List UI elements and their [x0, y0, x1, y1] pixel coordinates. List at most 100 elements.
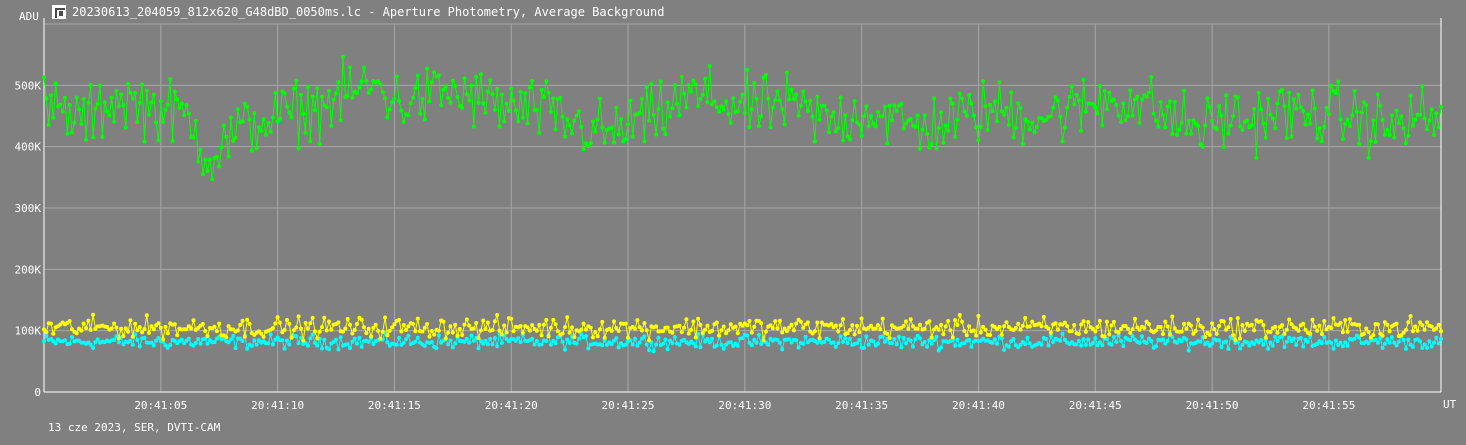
data-point [93, 340, 98, 345]
data-point [112, 337, 117, 342]
data-point [789, 340, 794, 345]
data-point [1039, 116, 1044, 121]
title-bar: 20230613_204059_812x620_G48dBD_0050ms.lc… [52, 3, 664, 21]
data-point [586, 346, 591, 351]
data-point [93, 106, 98, 111]
data-point [841, 138, 845, 143]
data-point [534, 108, 539, 112]
data-point [754, 340, 759, 345]
data-point [467, 98, 472, 103]
data-point [598, 96, 602, 101]
data-point [198, 341, 203, 346]
data-point [476, 100, 481, 105]
data-point [1069, 329, 1074, 334]
data-point [826, 130, 831, 135]
data-point [1284, 136, 1289, 140]
data-point [670, 341, 675, 346]
data-point [539, 342, 544, 347]
data-point [735, 109, 740, 114]
data-point [345, 342, 350, 347]
data-point [1090, 341, 1095, 345]
data-point [460, 105, 465, 110]
data-point [794, 92, 799, 97]
data-point [1062, 320, 1067, 325]
data-point [1238, 346, 1243, 351]
data-point [967, 92, 972, 97]
data-point [1200, 325, 1205, 330]
data-point [247, 321, 252, 326]
data-point [502, 323, 507, 328]
data-point [1083, 343, 1088, 347]
data-point [539, 87, 544, 92]
data-point [228, 337, 233, 342]
data-point [385, 115, 390, 120]
data-point [614, 326, 619, 331]
data-point [899, 345, 904, 350]
data-point [1009, 90, 1014, 95]
data-point [876, 341, 880, 346]
data-point [1090, 102, 1095, 107]
data-point [334, 91, 338, 96]
data-point [1198, 142, 1203, 147]
data-point [983, 327, 988, 332]
data-point [560, 339, 565, 344]
data-point [981, 324, 986, 329]
data-point [158, 99, 163, 104]
data-point [1006, 122, 1011, 127]
data-point [1312, 106, 1317, 111]
data-point [142, 139, 147, 144]
data-point [471, 338, 476, 343]
data-point [719, 342, 724, 347]
data-point [313, 329, 317, 334]
data-point [397, 98, 402, 103]
data-point [285, 104, 289, 109]
data-point [768, 323, 773, 328]
data-point [654, 324, 659, 329]
data-point [1298, 336, 1303, 340]
data-point [1018, 106, 1023, 111]
data-point [1345, 329, 1350, 334]
data-point [675, 101, 680, 106]
data-point [315, 336, 320, 341]
data-point [1289, 322, 1294, 327]
data-point [292, 328, 296, 333]
data-point [287, 342, 292, 347]
data-point [969, 101, 974, 106]
data-point [780, 107, 785, 111]
data-point [277, 116, 282, 121]
data-point [336, 347, 341, 352]
data-point [420, 96, 425, 101]
data-point [1350, 113, 1355, 118]
data-point [385, 333, 390, 338]
data-point [1427, 339, 1432, 344]
data-point [105, 109, 110, 114]
data-point [544, 79, 549, 84]
data-point [848, 137, 852, 142]
data-point [128, 318, 133, 323]
data-point [467, 340, 472, 345]
data-point [130, 334, 135, 339]
data-point [1224, 339, 1229, 344]
data-point [324, 105, 329, 110]
data-point [761, 75, 766, 80]
data-point [1387, 133, 1392, 137]
data-point [1429, 107, 1434, 112]
data-point [74, 95, 79, 100]
data-point [495, 344, 500, 349]
data-point [268, 332, 273, 337]
data-point [214, 329, 219, 334]
data-point [415, 73, 420, 78]
data-point [581, 321, 586, 326]
data-point [163, 107, 168, 112]
data-point [560, 331, 565, 336]
data-point [207, 157, 212, 162]
data-point [490, 342, 495, 347]
data-point [313, 340, 317, 345]
data-point [747, 125, 752, 129]
data-point [1224, 93, 1229, 98]
data-point [1130, 334, 1135, 339]
data-point [1128, 338, 1133, 343]
data-point [574, 113, 579, 118]
data-point [1247, 343, 1252, 348]
